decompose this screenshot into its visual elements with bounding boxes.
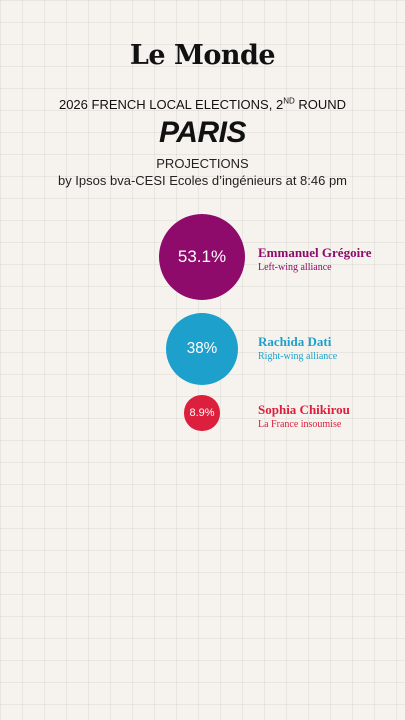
projections-label: PROJECTIONS xyxy=(156,156,249,171)
candidate-party: La France insoumise xyxy=(258,419,342,430)
candidate-name: Rachida Dati xyxy=(258,334,332,349)
candidate-bubble-chikirou: 8.9% xyxy=(184,395,220,431)
candidate-label-gregoire: Emmanuel Grégoire Left-wing alliance xyxy=(258,245,372,274)
candidate-bubble-dati: 38% xyxy=(165,312,239,386)
candidate-percent: 38% xyxy=(186,340,218,358)
candidate-party: Left-wing alliance xyxy=(258,262,332,273)
candidate-party: Right-wing alliance xyxy=(258,351,338,362)
candidate-label-chikirou: Sophia Chikirou La France insoumise xyxy=(258,402,350,431)
candidate-percent: 8.9% xyxy=(189,406,215,419)
candidate-bubble-gregoire: 53.1% xyxy=(159,214,245,300)
le-monde-logo: Le Monde xyxy=(129,40,276,71)
candidate-label-dati: Rachida Dati Right-wing alliance xyxy=(258,334,337,363)
city-title: PARIS xyxy=(159,116,246,149)
headline-block: 2026 FRENCH LOCAL ELECTIONS, 2ND ROUND P… xyxy=(0,96,405,189)
candidate-percent: 53.1% xyxy=(177,247,227,266)
candidate-name: Sophia Chikirou xyxy=(258,402,350,417)
candidate-name: Emmanuel Grégoire xyxy=(258,245,372,260)
source-text: by Ipsos bva-CESI Ecoles d’ingénieurs at… xyxy=(57,173,348,188)
election-title: 2026 FRENCH LOCAL ELECTIONS, 2ND ROUND xyxy=(58,96,347,112)
